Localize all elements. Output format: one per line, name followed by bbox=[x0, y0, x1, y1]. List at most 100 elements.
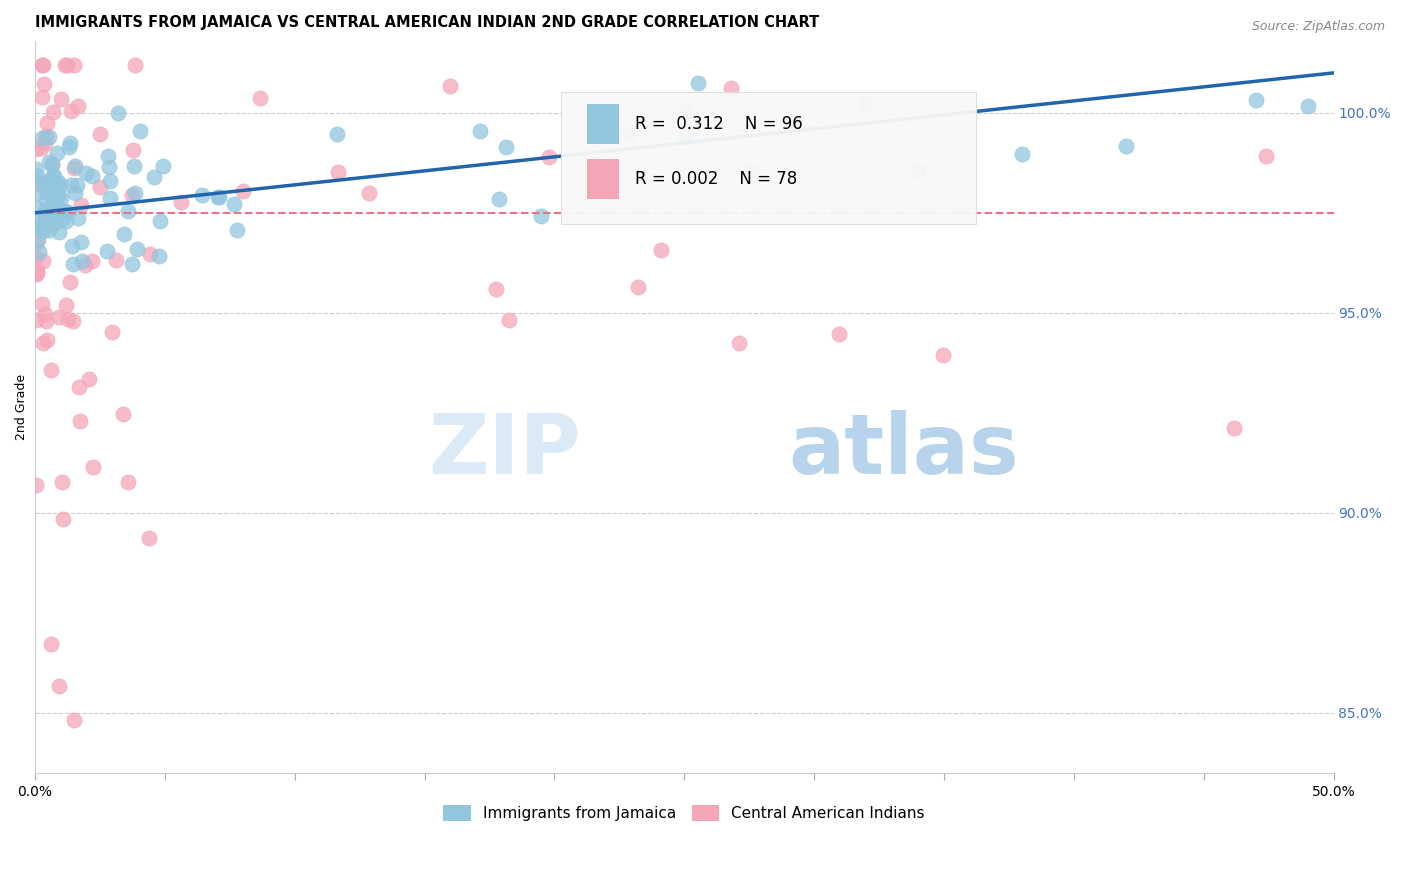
FancyBboxPatch shape bbox=[561, 92, 976, 224]
Point bbox=[63, 186, 86, 200]
Point bbox=[686, 76, 709, 90]
Point bbox=[48, 225, 70, 239]
Point bbox=[49, 92, 72, 106]
Point bbox=[46, 205, 69, 219]
Point bbox=[720, 81, 742, 95]
Point bbox=[80, 253, 103, 268]
Point bbox=[468, 124, 491, 138]
Point bbox=[117, 475, 139, 490]
Point bbox=[31, 89, 53, 103]
Point bbox=[107, 106, 129, 120]
Point bbox=[35, 116, 58, 130]
Point bbox=[89, 180, 111, 194]
Point bbox=[34, 136, 56, 150]
Point bbox=[142, 169, 165, 184]
Point bbox=[70, 254, 93, 268]
Text: atlas: atlas bbox=[789, 410, 1019, 491]
Point bbox=[59, 178, 82, 192]
Point bbox=[855, 95, 877, 110]
Point bbox=[45, 145, 67, 160]
Point bbox=[75, 166, 97, 180]
Point bbox=[139, 246, 162, 260]
Point bbox=[59, 136, 82, 150]
Point bbox=[35, 314, 58, 328]
Bar bbox=[586, 103, 619, 144]
Point bbox=[152, 159, 174, 173]
Point bbox=[53, 58, 76, 72]
Point bbox=[62, 314, 84, 328]
Point bbox=[626, 279, 648, 293]
Point bbox=[52, 211, 75, 225]
Point bbox=[96, 244, 118, 258]
Point bbox=[25, 169, 48, 184]
Bar bbox=[586, 159, 619, 199]
Point bbox=[25, 186, 48, 201]
Point bbox=[98, 191, 121, 205]
Point bbox=[58, 205, 80, 219]
Point bbox=[207, 190, 229, 204]
Point bbox=[34, 194, 56, 208]
Point bbox=[25, 235, 48, 249]
Point bbox=[111, 407, 134, 421]
Point bbox=[122, 159, 145, 173]
Point bbox=[488, 192, 510, 206]
Point bbox=[359, 186, 381, 200]
Point bbox=[41, 211, 63, 226]
Point bbox=[44, 181, 66, 195]
Point bbox=[326, 127, 349, 141]
Point bbox=[27, 201, 49, 215]
Point bbox=[77, 372, 100, 386]
Point bbox=[617, 127, 640, 141]
Point bbox=[42, 194, 65, 209]
Point bbox=[58, 311, 80, 326]
Point bbox=[59, 103, 82, 118]
Point bbox=[28, 245, 51, 260]
Point bbox=[124, 58, 146, 72]
Point bbox=[170, 194, 193, 209]
Point bbox=[55, 213, 77, 227]
Point bbox=[97, 149, 120, 163]
Point bbox=[30, 176, 52, 190]
Point bbox=[30, 141, 52, 155]
Point bbox=[25, 266, 48, 280]
Point bbox=[62, 161, 84, 176]
Point bbox=[97, 160, 120, 174]
Point bbox=[69, 235, 91, 249]
Point bbox=[25, 264, 48, 278]
Point bbox=[48, 178, 70, 193]
Point bbox=[121, 188, 143, 202]
Point bbox=[69, 414, 91, 428]
Point bbox=[75, 259, 97, 273]
Point bbox=[530, 209, 553, 223]
Point bbox=[675, 128, 697, 143]
Point bbox=[31, 335, 53, 350]
Point bbox=[67, 98, 90, 112]
Point bbox=[32, 58, 55, 72]
Point bbox=[38, 203, 60, 218]
Point bbox=[63, 58, 86, 72]
Text: R = 0.002    N = 78: R = 0.002 N = 78 bbox=[636, 169, 797, 188]
Text: R =  0.312    N = 96: R = 0.312 N = 96 bbox=[636, 115, 803, 133]
Point bbox=[124, 186, 146, 200]
Point bbox=[52, 204, 75, 219]
Point bbox=[208, 189, 231, 203]
Point bbox=[44, 186, 66, 201]
Point bbox=[35, 186, 58, 201]
Point bbox=[932, 348, 955, 362]
Point bbox=[34, 203, 56, 218]
Point bbox=[35, 129, 58, 144]
Point bbox=[25, 478, 48, 492]
Point bbox=[1011, 147, 1033, 161]
Point bbox=[738, 164, 761, 178]
Point bbox=[127, 242, 149, 256]
Point bbox=[41, 195, 63, 210]
Point bbox=[485, 282, 508, 296]
Point bbox=[25, 219, 48, 234]
Point bbox=[59, 275, 82, 289]
Point bbox=[149, 214, 172, 228]
Point bbox=[37, 334, 59, 348]
Point bbox=[104, 253, 127, 268]
Point bbox=[25, 250, 48, 264]
Point bbox=[101, 326, 124, 340]
Point bbox=[226, 223, 249, 237]
